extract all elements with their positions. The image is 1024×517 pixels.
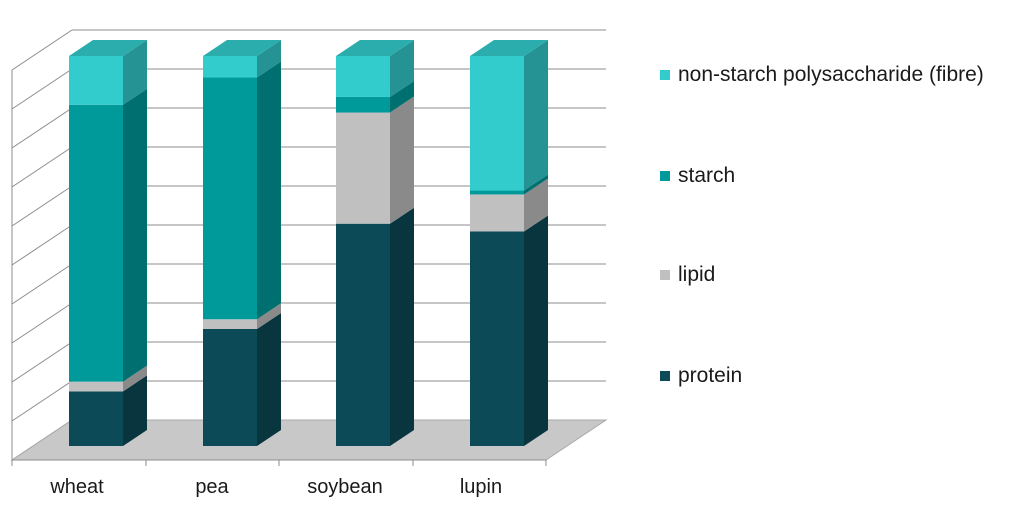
bar-side <box>390 40 414 97</box>
bars-group <box>69 40 548 446</box>
bar-segment-lipid-soybean <box>336 96 414 224</box>
legend-item-protein: protein <box>660 361 742 391</box>
legend-label-fibre: non-starch polysaccharide (fibre) <box>678 63 984 86</box>
side-grid-line <box>11 107 73 149</box>
bar-front <box>336 112 390 224</box>
category-label-wheat: wheat <box>49 476 104 498</box>
bar-side <box>123 375 147 446</box>
bar-segment-non-starch-lupin <box>470 40 548 191</box>
bar-segment-lipid-wheat <box>69 365 147 392</box>
category-label-soybean: soybean <box>307 476 383 498</box>
bar-side <box>390 80 414 113</box>
bar-front <box>203 56 257 78</box>
legend-item-starch: starch <box>660 161 735 191</box>
bar-top <box>336 40 414 56</box>
bar-side <box>390 96 414 224</box>
bar-segment-starch-wheat <box>69 88 147 382</box>
bar-top <box>470 40 548 56</box>
bar-segment-starch-lupin <box>470 174 548 195</box>
side-grid-line <box>11 224 73 266</box>
bar-side <box>123 365 147 392</box>
category-axis: wheat pea soybean lupin <box>11 459 547 498</box>
legend-label-protein: protein <box>678 364 743 387</box>
bar-side <box>524 215 548 446</box>
bar-front <box>203 77 257 320</box>
bar-front <box>336 96 390 113</box>
bar-segment-non-starch-wheat <box>69 40 147 105</box>
side-grid-line <box>11 68 73 110</box>
bar-segment-protein-wheat <box>69 375 147 446</box>
bar-stack-lupin <box>470 40 548 446</box>
side-grid-line <box>11 302 73 344</box>
bar-side <box>257 303 281 329</box>
category-label-lupin: lupin <box>460 476 502 498</box>
bar-front <box>470 56 524 191</box>
bar-front <box>69 104 123 382</box>
legend-item-fibre: non-starch polysaccharide (fibre) <box>660 60 984 90</box>
bar-top <box>203 40 281 56</box>
bar-front <box>470 190 524 195</box>
bar-front <box>69 381 123 392</box>
bar-segment-lipid-lupin <box>470 178 548 232</box>
category-label-pea: pea <box>195 476 229 498</box>
legend-label-starch: starch <box>678 164 736 187</box>
bar-stack-pea <box>203 40 281 446</box>
bar-segment-protein-pea <box>203 313 281 446</box>
bar-front <box>69 391 123 446</box>
bar-top <box>69 40 147 56</box>
bar-side <box>524 178 548 232</box>
bar-front <box>336 56 390 97</box>
bar-segment-starch-pea <box>203 61 281 320</box>
bar-side <box>524 174 548 195</box>
bar-side <box>257 40 281 78</box>
bar-segment-protein-soybean <box>336 207 414 446</box>
side-grid-line <box>11 29 73 71</box>
legend-swatch-fibre <box>660 70 670 80</box>
side-grid-line <box>11 341 73 383</box>
bar-side <box>123 88 147 382</box>
bar-stack-soybean <box>336 40 414 446</box>
legend-label-lipid: lipid <box>678 263 716 286</box>
bar-front <box>470 194 524 232</box>
bar-segment-non-starch-pea <box>203 40 281 78</box>
legend-swatch-protein <box>660 371 670 381</box>
bar-side <box>123 40 147 105</box>
bar-segment-starch-soybean <box>336 80 414 113</box>
side-grid-line <box>11 380 73 422</box>
bar-side <box>257 313 281 446</box>
legend-swatch-lipid <box>660 270 670 280</box>
side-grid-line <box>11 146 73 188</box>
bar-front <box>203 329 257 446</box>
bar-segment-non-starch-soybean <box>336 40 414 97</box>
side-grid-line <box>11 263 73 305</box>
side-grid-line <box>11 185 73 227</box>
bar-side <box>390 207 414 446</box>
bar-front <box>336 223 390 446</box>
bar-segment-protein-lupin <box>470 215 548 446</box>
bar-front <box>69 56 123 105</box>
bar-stack-wheat <box>69 40 147 446</box>
bar-front <box>470 231 524 446</box>
bar-front <box>203 319 257 329</box>
bar-side <box>257 61 281 320</box>
legend-swatch-starch <box>660 171 670 181</box>
bar-segment-lipid-pea <box>203 303 281 329</box>
legend-item-lipid: lipid <box>660 260 715 290</box>
bar-side <box>524 40 548 191</box>
